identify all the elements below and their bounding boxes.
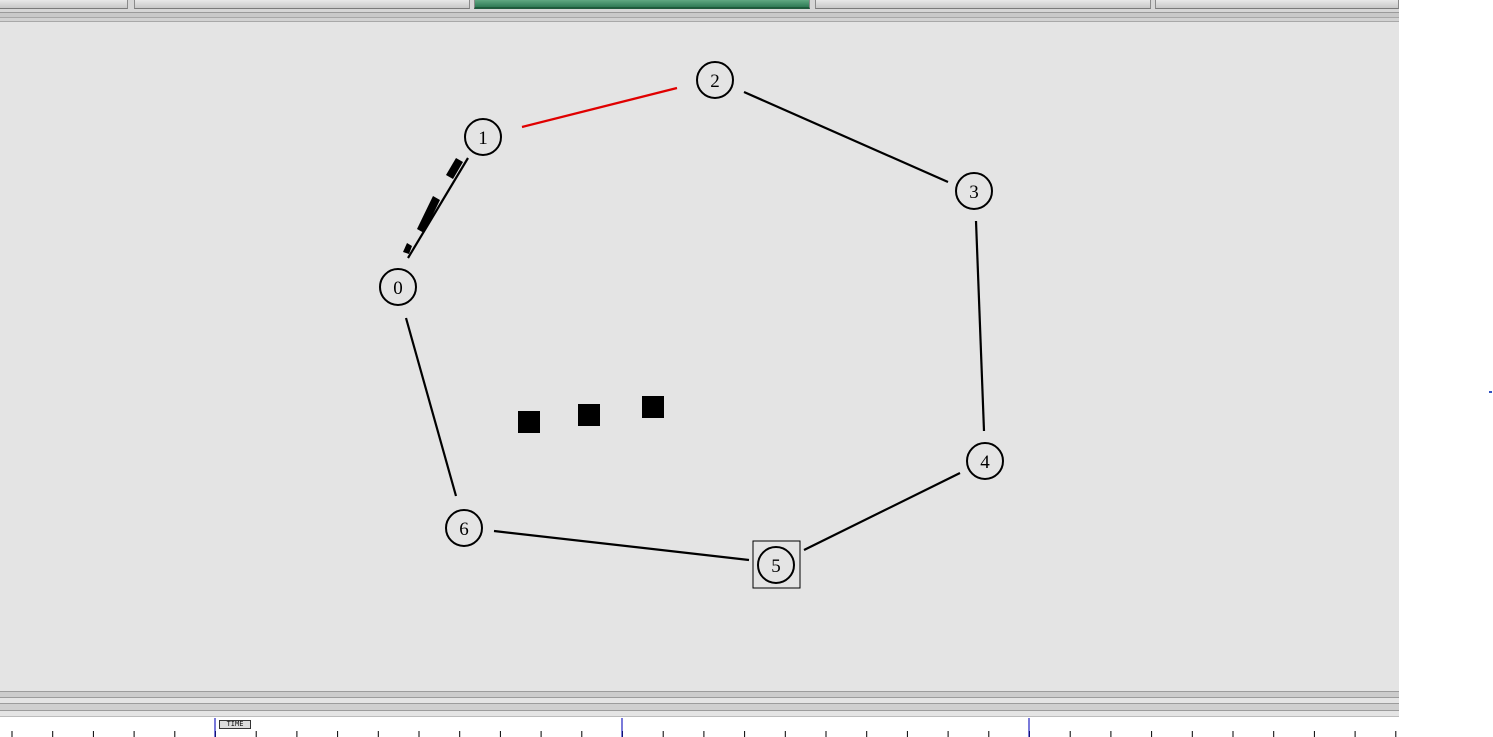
node-label: 4	[980, 452, 990, 473]
node-label: 3	[969, 182, 979, 203]
tab-3[interactable]	[474, 0, 810, 9]
timeline-ruler[interactable]: TIME	[0, 716, 1399, 737]
tab-5[interactable]	[1155, 0, 1399, 9]
tab-2[interactable]	[134, 0, 470, 9]
node-6[interactable]: 6	[445, 509, 483, 547]
node-2[interactable]: 2	[696, 61, 734, 99]
edge-indicator	[1489, 391, 1492, 393]
node-label: 2	[710, 71, 720, 92]
timeline-ticks	[11, 718, 1397, 737]
edge-6-0[interactable]	[404, 317, 458, 497]
network-graph[interactable]: 0 1 2 3 4 5	[0, 23, 1399, 690]
tab-4[interactable]	[815, 0, 1151, 9]
network-canvas[interactable]: 0 1 2 3 4 5	[0, 23, 1399, 690]
bottom-divider[interactable]	[0, 691, 1399, 698]
top-divider-inner	[0, 18, 1399, 22]
edge-0-1[interactable]	[407, 157, 469, 259]
packet-on-link-1-0	[417, 196, 440, 233]
time-marker[interactable]: TIME	[219, 720, 251, 729]
node-0[interactable]: 0	[379, 268, 417, 306]
tab-1[interactable]	[0, 0, 128, 9]
node-label: 0	[393, 278, 403, 299]
network-animator-window: 0 1 2 3 4 5	[0, 0, 1399, 737]
node-label: 5	[771, 556, 781, 577]
edge-2-3[interactable]	[743, 90, 949, 184]
packet-on-link-1-0	[446, 158, 463, 179]
node-label: 6	[459, 519, 469, 540]
selection-box	[752, 540, 801, 589]
edge-5-6[interactable]	[493, 529, 750, 562]
queued-packet	[642, 396, 664, 418]
edge-1-2[interactable]	[521, 86, 678, 129]
tab-bar	[0, 0, 1399, 13]
bottom-divider-inner	[0, 703, 1399, 711]
queued-packet	[518, 411, 540, 433]
edge-3-4[interactable]	[974, 220, 986, 432]
node-1[interactable]: 1	[464, 118, 502, 156]
node-5[interactable]: 5	[752, 540, 801, 589]
queued-packet	[578, 404, 600, 426]
node-4[interactable]: 4	[966, 442, 1004, 480]
packet-on-link-1-0	[403, 243, 412, 254]
node-3[interactable]: 3	[955, 172, 993, 210]
top-divider	[0, 13, 1399, 18]
node-label: 1	[478, 128, 488, 149]
edge-4-5[interactable]	[803, 472, 961, 551]
